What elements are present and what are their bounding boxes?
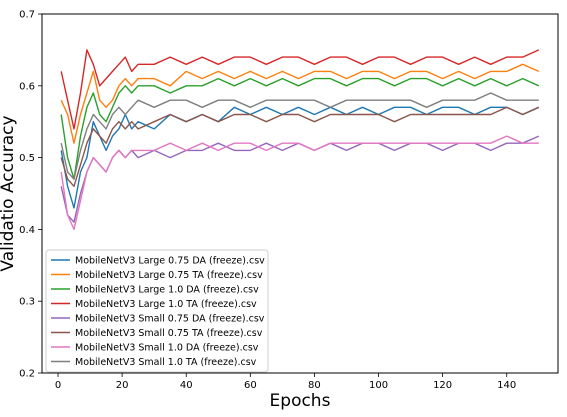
legend: MobileNetV3 Large 0.75 DA (freeze).csv Mo… [45, 249, 269, 373]
series-line-2 [60, 63, 540, 144]
y-axis-title: Validatio Accuracy [0, 115, 18, 271]
x-tick-label: 140 [497, 380, 516, 391]
plot-frame [41, 13, 559, 374]
y-tick-label: 0.3 [19, 297, 35, 308]
legend-box [45, 249, 269, 373]
series-line-4 [60, 49, 540, 130]
y-tick-label: 0.5 [19, 153, 35, 164]
x-tick-label: 40 [180, 380, 193, 391]
series-line-6 [60, 106, 540, 188]
x-tick-label: 120 [433, 380, 452, 391]
legend-label-3: MobileNetV3 Large 1.0 DA (freeze).csv [75, 284, 259, 295]
x-tick-label: 100 [369, 380, 388, 391]
series-layer [60, 49, 540, 231]
series-line-3 [60, 77, 540, 180]
legend-label-7: MobileNetV3 Small 1.0 DA (freeze).csv [75, 342, 259, 353]
x-tick-label: 60 [244, 380, 257, 391]
legend-label-2: MobileNetV3 Large 0.75 TA (freeze).csv [75, 270, 263, 281]
legend-label-5: MobileNetV3 Small 0.75 DA (freeze).csv [75, 313, 265, 324]
legend-label-4: MobileNetV3 Large 1.0 TA (freeze).csv [75, 299, 257, 310]
series-line-5 [60, 135, 540, 223]
x-tick-label: 0 [55, 380, 61, 391]
series-line-8 [60, 92, 539, 180]
tick-layer: 0 20 40 60 80 100 120 140 0.2 0.3 0.4 0.5 0.6 0.7 [19, 10, 516, 392]
legend-label-1: MobileNetV3 Large 0.75 DA (freeze).csv [75, 255, 265, 266]
legend-label-6: MobileNetV3 Small 0.75 TA (freeze).csv [75, 328, 263, 339]
y-tick-label: 0.2 [19, 369, 35, 380]
y-tick-label: 0.6 [19, 81, 35, 92]
series-line-7 [60, 135, 539, 231]
y-tick-label: 0.4 [19, 225, 35, 236]
x-tick-label: 20 [116, 380, 129, 391]
y-tick-label: 0.7 [19, 10, 35, 21]
x-tick-label: 80 [308, 380, 321, 391]
legend-label-8: MobileNetV3 Small 1.0 TA (freeze).csv [75, 357, 257, 368]
series-line-1 [60, 106, 540, 209]
x-axis-title: Epochs [270, 391, 331, 411]
